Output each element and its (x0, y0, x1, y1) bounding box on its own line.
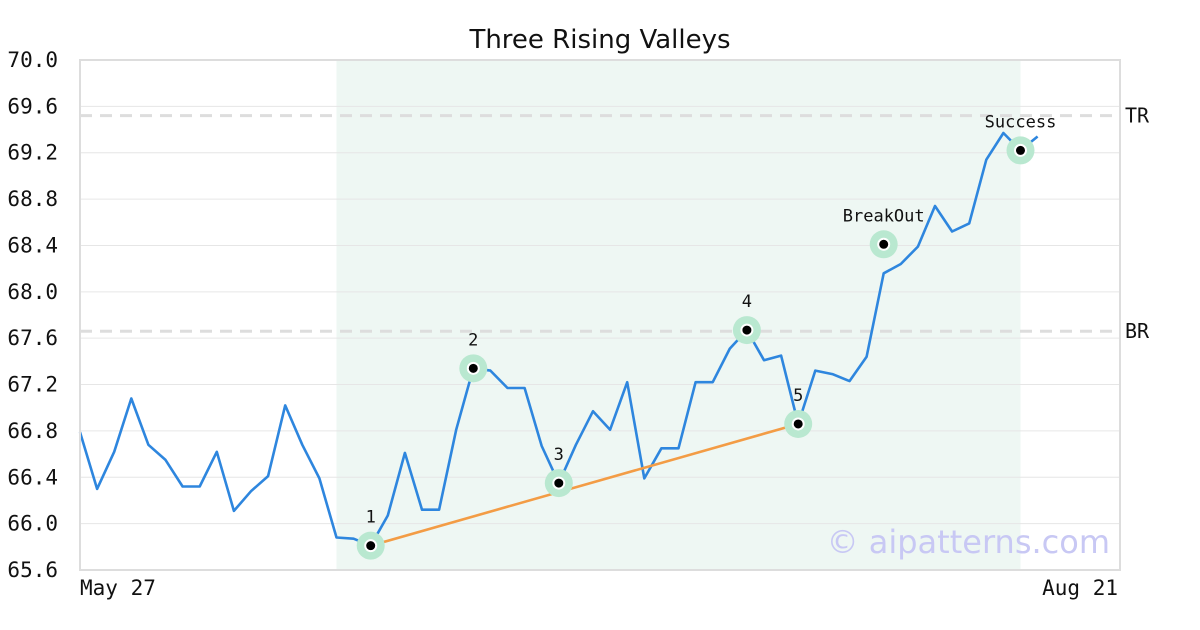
x-axis-start-label: May 27 (80, 576, 156, 600)
marker-point-2 (466, 361, 480, 375)
marker-label-2: 2 (468, 330, 478, 350)
marker-label-breakout: BreakOut (843, 206, 925, 226)
y-tick-label: 69.6 (7, 94, 58, 118)
y-tick-label: 67.2 (7, 373, 58, 397)
y-tick-label: 66.8 (7, 419, 58, 443)
marker-point-4 (740, 323, 754, 337)
marker-label-4: 4 (742, 292, 752, 312)
marker-label-1: 1 (366, 508, 376, 528)
level-label-tr: TR (1125, 104, 1150, 128)
marker-point-5 (791, 417, 805, 431)
level-label-br: BR (1125, 319, 1150, 343)
plot-frame (79, 59, 1121, 571)
marker-point-3 (552, 476, 566, 490)
x-axis-end-label: Aug 21 (1042, 576, 1118, 600)
pattern-markers: 1 2 3 4 5 BreakOut Success (356, 112, 1057, 560)
valley-trendline (370, 422, 799, 547)
y-tick-label: 70.0 (7, 48, 58, 72)
y-tick-label: 66.4 (7, 465, 58, 489)
marker-label-5: 5 (793, 386, 803, 406)
marker-label-3: 3 (554, 445, 564, 465)
y-tick-label: 68.8 (7, 187, 58, 211)
marker-point-success (1014, 143, 1027, 157)
watermark: © aipatterns.com (827, 523, 1110, 561)
y-tick-label: 68.0 (7, 280, 58, 304)
y-tick-label: 65.6 (7, 558, 58, 582)
y-tick-label: 68.4 (7, 233, 58, 257)
y-tick-label: 67.6 (7, 326, 58, 350)
marker-label-success: Success (985, 112, 1057, 132)
y-tick-label: 66.0 (7, 512, 58, 536)
marker-point-breakout (877, 237, 891, 251)
y-axis-ticks: 65.6 66.0 66.4 66.8 67.2 67.6 68.0 68.4 68.8 69.2… (7, 48, 58, 582)
chart-title: Three Rising Valleys (468, 25, 730, 55)
pattern-shaded-region (336, 60, 1021, 570)
level-lines: TR BR (80, 104, 1150, 343)
marker-point-1 (364, 539, 378, 553)
y-tick-label: 69.2 (7, 141, 58, 165)
